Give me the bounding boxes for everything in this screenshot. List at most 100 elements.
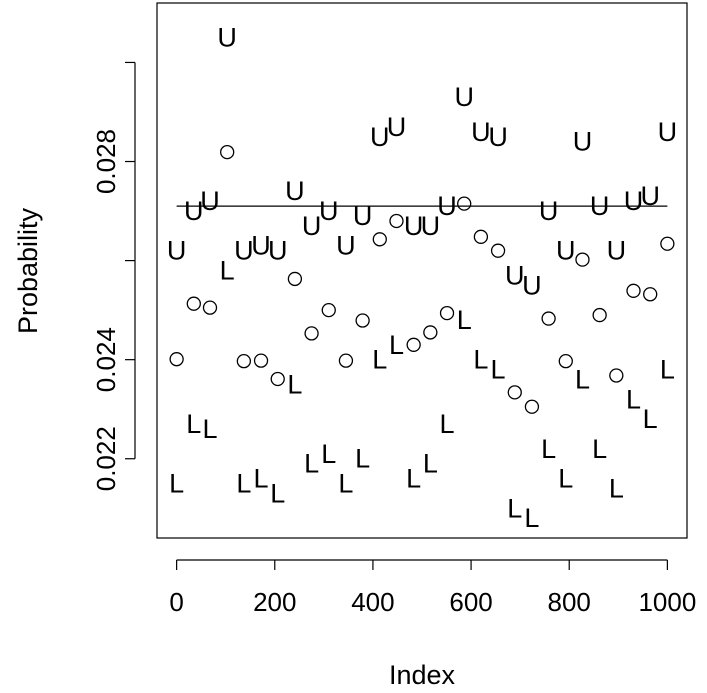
lower-marker: L [558,464,573,494]
lower-marker: L [220,256,235,286]
upper-marker: U [184,196,204,226]
lower-marker: L [304,449,319,479]
lower-marker: L [389,330,404,360]
upper-marker: U [370,122,390,152]
upper-marker: U [539,196,559,226]
upper-marker: U [336,231,356,261]
y-tick-label: 0.028 [91,129,121,194]
lower-marker: L [660,355,675,385]
lower-marker: L [202,414,217,444]
x-tick-label: 600 [449,587,492,617]
x-tick-label: 1000 [638,587,696,617]
lower-marker: L [575,364,590,394]
lower-marker: L [440,409,455,439]
lower-marker: L [457,305,472,335]
lower-marker: L [169,469,184,499]
x-tick-label: 200 [253,587,296,617]
data-point [643,287,658,302]
data-point [406,337,421,352]
data-point [626,283,641,298]
upper-marker: U [437,191,457,221]
data-point [389,213,404,229]
x-axis-title: Index [389,660,456,688]
lower-marker: L [338,469,353,499]
upper-marker: U [573,127,593,157]
lower-marker: L [186,409,201,439]
lower-marker: L [524,503,539,533]
data-point [423,325,438,340]
data-point [338,353,354,368]
y-axis-title: Probability [13,207,43,334]
lower-marker: L [287,369,302,399]
upper-marker: U [285,176,305,206]
upper-marker: U [302,211,322,241]
upper-marker: U [319,196,339,226]
lower-marker: L [254,464,269,494]
data-point [660,236,675,251]
data-point [270,371,285,387]
lower-marker: L [609,473,624,503]
data-point [592,307,607,323]
lower-marker: L [372,345,387,375]
upper-marker: U [590,191,610,221]
y-axis: 0.022 0.024 0.028 [91,61,136,491]
upper-marker: U [167,236,187,266]
upper-marker: U [200,186,220,216]
plot-area-frame [156,2,688,539]
data-point [541,311,556,326]
upper-marker: U [471,117,491,147]
data-point [186,296,201,311]
data-point [372,232,387,247]
lower-marker: L [507,493,522,523]
data-point [355,313,370,328]
data-point [169,352,184,367]
lower-marker: L [236,469,251,499]
upper-marker: U [234,236,254,266]
upper-marker: U [268,236,288,266]
upper-marker: U [387,112,407,142]
data-point [609,368,624,383]
lower-marker: L [626,384,641,414]
data-point [507,385,522,400]
upper-marker: U [505,260,525,290]
data-point [490,243,506,258]
data-point [575,252,590,267]
upper-marker: U [404,211,424,241]
upper-marker: U [421,211,441,241]
data-point [287,271,303,287]
lower-marker: L [423,449,438,479]
upper-marker: U [556,236,576,266]
lower-marker: L [491,355,506,385]
x-tick-label: 0 [169,587,183,617]
x-axis: 0 200 400 600 800 1000 [169,559,696,617]
upper-marker: U [353,201,373,231]
data-point [457,196,472,211]
x-tick-label: 800 [548,587,591,617]
data-point [558,354,573,369]
data-point [202,300,218,315]
lower-marker: L [592,434,607,464]
upper-marker: U [522,270,542,300]
y-tick-label: 0.024 [91,327,121,392]
lower-marker: L [270,478,285,508]
upper-marker: U [607,236,627,266]
lower-marker: L [643,404,658,434]
upper-marker: U [640,181,660,211]
data-point [253,353,269,368]
lower-marker: L [355,444,370,474]
lower-marker: L [321,439,336,469]
data-point [439,305,455,321]
data-point [524,399,540,414]
upper-marker: U [624,186,644,216]
points-layer [169,144,675,414]
data-point [220,144,235,160]
lower-marker: L [406,464,421,494]
data-point [473,229,489,244]
data-point [304,326,319,341]
upper-marker: U [217,23,237,53]
lower-marker: L [473,345,488,375]
upper-marker: U [658,117,678,147]
